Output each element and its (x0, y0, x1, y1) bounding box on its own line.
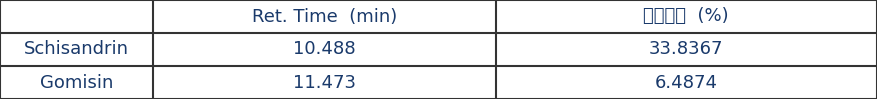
Text: 상대함량  (%): 상대함량 (%) (644, 8, 729, 26)
Text: 6.4874: 6.4874 (655, 73, 717, 91)
Text: 11.473: 11.473 (293, 73, 356, 91)
Text: 10.488: 10.488 (293, 40, 356, 59)
Text: Ret. Time  (min): Ret. Time (min) (252, 8, 397, 26)
Text: Gomisin: Gomisin (40, 73, 113, 91)
Text: Schisandrin: Schisandrin (25, 40, 129, 59)
Text: 33.8367: 33.8367 (649, 40, 724, 59)
